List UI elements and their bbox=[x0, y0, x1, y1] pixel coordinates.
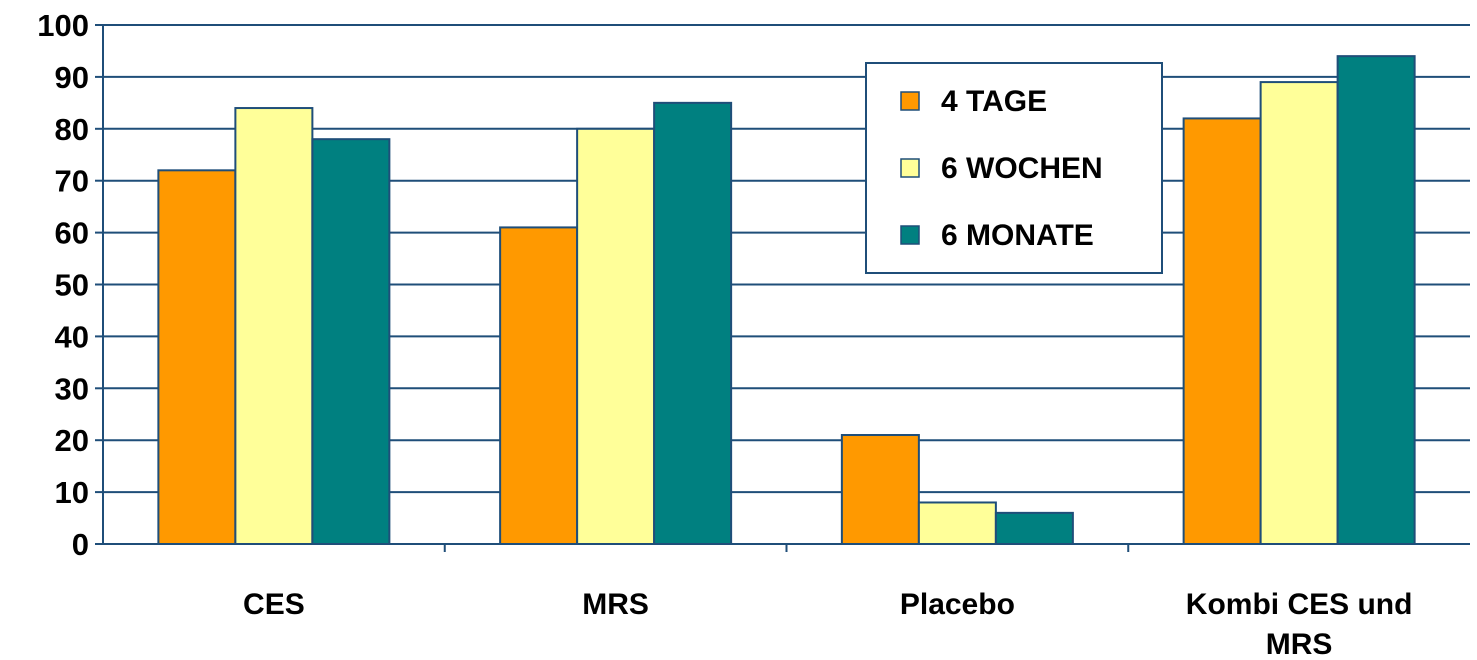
bar-ces-4-tage bbox=[158, 170, 235, 544]
y-tick-label: 90 bbox=[55, 60, 89, 95]
legend-label: 4 TAGE bbox=[941, 85, 1047, 118]
bar-mrs-6-monate bbox=[654, 103, 731, 544]
x-category-label: MRS bbox=[582, 588, 649, 621]
x-category-label-line: MRS bbox=[582, 588, 649, 621]
y-tick-label: 100 bbox=[37, 8, 89, 43]
legend-label: 6 MONATE bbox=[941, 219, 1094, 252]
x-category-label-line: Kombi CES und bbox=[1186, 588, 1413, 621]
bar-placebo-6-monate bbox=[996, 513, 1073, 544]
bar-ces-6-wochen bbox=[235, 108, 312, 544]
y-tick-label: 70 bbox=[55, 164, 89, 199]
bar-kombi-ces-und-mrs-6-wochen bbox=[1261, 82, 1338, 544]
legend-swatch bbox=[901, 159, 919, 177]
x-category-label: Placebo bbox=[900, 588, 1015, 621]
y-tick-label: 40 bbox=[55, 319, 89, 354]
x-category-label: CES bbox=[243, 588, 305, 621]
bar-kombi-ces-und-mrs-4-tage bbox=[1184, 118, 1261, 544]
bar-kombi-ces-und-mrs-6-monate bbox=[1338, 56, 1415, 544]
y-tick-label: 60 bbox=[55, 216, 89, 251]
y-tick-label: 20 bbox=[55, 423, 89, 458]
legend-swatch bbox=[901, 92, 919, 110]
bar-ces-6-monate bbox=[312, 139, 389, 544]
y-tick-label: 50 bbox=[55, 268, 89, 303]
bar-mrs-4-tage bbox=[500, 227, 577, 544]
bar-placebo-4-tage bbox=[842, 435, 919, 544]
y-tick-label: 0 bbox=[72, 527, 89, 562]
x-category-label: Kombi CES und MRS bbox=[1186, 588, 1413, 660]
y-tick-label: 30 bbox=[55, 371, 89, 406]
y-tick-label: 80 bbox=[55, 112, 89, 147]
y-axis-ticks: 0 10 20 30 40 50 60 70 80 90 100 bbox=[37, 8, 89, 562]
x-axis-categories: CES MRS Placebo Kombi CES und MRS bbox=[243, 588, 1412, 660]
bar-placebo-6-wochen bbox=[919, 502, 996, 544]
y-tick-label: 10 bbox=[55, 475, 89, 510]
legend: 4 TAGE 6 WOCHEN 6 MONATE bbox=[866, 63, 1162, 273]
x-category-label-line: Placebo bbox=[900, 588, 1015, 621]
legend-swatch bbox=[901, 226, 919, 244]
bar-mrs-6-wochen bbox=[577, 129, 654, 544]
legend-label: 6 WOCHEN bbox=[941, 152, 1103, 185]
x-category-label-line: MRS bbox=[1266, 628, 1333, 660]
x-category-label-line: CES bbox=[243, 588, 305, 621]
